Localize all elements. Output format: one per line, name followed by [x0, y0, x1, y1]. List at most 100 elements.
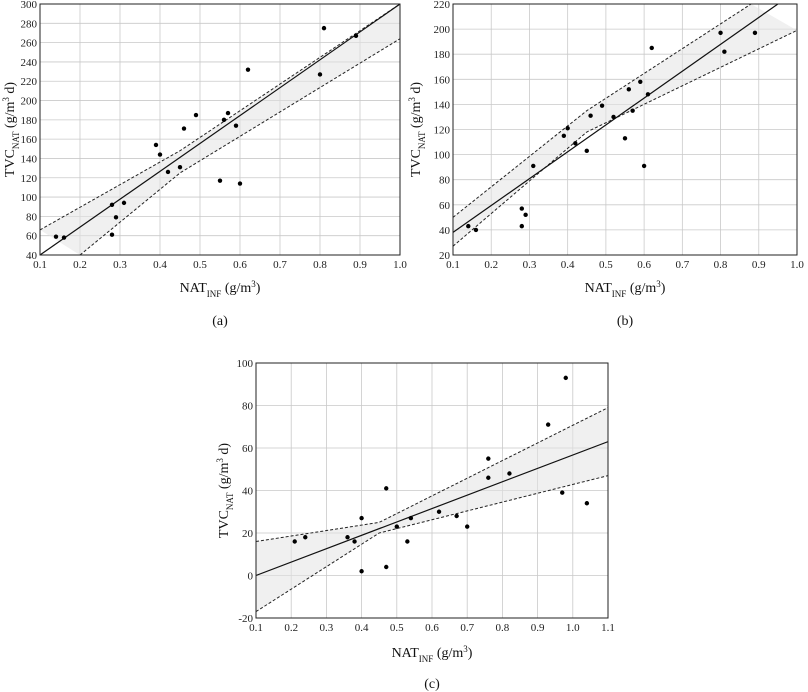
y-axis-label: TVCNAT (g/m3 d)	[1, 82, 21, 177]
data-point	[221, 117, 227, 123]
y-tick-label: 140	[21, 153, 38, 165]
panel-label: (a)	[212, 314, 228, 329]
regression-line	[453, 4, 779, 233]
y-tick-label: 180	[434, 49, 451, 61]
x-tick-label: 0.8	[714, 259, 728, 271]
data-point	[237, 181, 243, 186]
x-tick-label: 0.1	[249, 622, 263, 634]
regression-line	[256, 441, 608, 577]
x-tick-label: 0.2	[284, 622, 298, 634]
x-tick-label: 0.3	[320, 622, 334, 634]
data-point	[722, 49, 727, 54]
confidence-band	[256, 407, 608, 612]
y-tick-label: 20	[242, 528, 254, 540]
data-point	[181, 126, 187, 131]
y-tick-label: 100	[434, 150, 451, 162]
data-point	[109, 232, 115, 237]
upper-confidence-line	[453, 4, 752, 218]
chart-panel-3: 0.1 0.2 0.3 0.4 0.5 0.6 0.7 0.8 0.9 1.0 1.1 -20 0 20 4…	[215, 358, 615, 692]
data-point	[465, 524, 470, 529]
panel-label: (c)	[424, 677, 440, 692]
y-tick-label: 80	[439, 175, 451, 187]
y-tick-label: 200	[434, 24, 451, 36]
y-tick-label: 40	[26, 250, 38, 262]
data-point	[352, 539, 357, 544]
data-point	[645, 92, 651, 97]
data-point	[531, 163, 536, 169]
x-tick-label: 0.2	[73, 259, 87, 271]
x-tick-label: 0.4	[153, 259, 167, 271]
data-point	[561, 133, 567, 138]
data-point	[638, 79, 643, 85]
data-point	[109, 202, 115, 207]
data-point	[321, 25, 327, 31]
lower-confidence-line	[256, 475, 608, 613]
x-tick-label: 0.6	[233, 259, 247, 271]
y-tick-label: 60	[242, 443, 254, 455]
x-tick-label: 0.9	[353, 259, 367, 271]
lower-confidence-line	[79, 38, 400, 255]
data-point	[454, 513, 459, 519]
x-tick-label: 1.1	[601, 622, 615, 634]
data-point	[317, 72, 323, 77]
data-point	[565, 126, 570, 131]
data-point	[53, 234, 59, 239]
x-tick-label: 0.7	[273, 259, 287, 271]
data-point	[303, 535, 308, 540]
data-point	[384, 486, 389, 491]
x-axis-label: NATINF (g/m3)	[180, 279, 261, 299]
data-point	[649, 45, 654, 51]
plot-frame	[255, 362, 609, 619]
data-point	[177, 164, 183, 170]
y-tick-label: 100	[237, 358, 254, 370]
y-tick-label: -20	[238, 613, 253, 625]
x-tick-label: 0.6	[637, 259, 651, 271]
data-point	[436, 509, 442, 514]
y-tick-label: 280	[21, 18, 38, 30]
y-tick-label: 240	[21, 57, 38, 69]
chart-panel-1: 0.1 0.2 0.3 0.4 0.5 0.6 0.7 0.8 0.9 1.0 40 60 80 100 1…	[1, 0, 407, 329]
data-point	[630, 108, 635, 113]
data-point	[384, 564, 389, 570]
y-tick-label: 220	[21, 76, 38, 88]
data-point	[245, 67, 251, 72]
data-point	[113, 215, 119, 220]
x-tick-label: 0.8	[313, 259, 327, 271]
data-point	[752, 30, 758, 36]
data-point	[519, 223, 524, 229]
data-point	[466, 223, 471, 229]
data-point	[217, 178, 223, 183]
data-point	[193, 112, 199, 118]
y-tick-label: 260	[21, 38, 38, 50]
data-point	[121, 200, 127, 206]
plot-area	[256, 375, 608, 613]
lower-confidence-line	[453, 29, 797, 247]
data-point	[519, 206, 524, 211]
x-tick-label: 0.7	[675, 259, 689, 271]
data-point	[563, 375, 568, 381]
data-point	[165, 169, 171, 175]
data-point	[486, 456, 491, 461]
data-point	[718, 30, 723, 36]
data-point	[345, 535, 350, 540]
y-tick-label: 220	[434, 0, 451, 11]
x-tick-label: 0.9	[531, 622, 545, 634]
data-point	[61, 235, 67, 240]
x-tick-label: 0.8	[496, 622, 510, 634]
x-tick-label: 0.2	[484, 259, 498, 271]
y-tick-label: 80	[26, 211, 38, 223]
data-point	[611, 114, 616, 120]
y-tick-label: 40	[439, 225, 451, 237]
data-point	[473, 227, 479, 233]
data-point	[584, 501, 590, 506]
data-point	[233, 123, 239, 128]
y-axis-label: TVCNAT (g/m3 d)	[407, 82, 427, 177]
data-point	[560, 490, 565, 495]
y-tick-label: 60	[439, 200, 451, 212]
upper-confidence-line	[40, 4, 400, 231]
x-tick-label: 0.4	[355, 622, 369, 634]
regression-line	[40, 4, 400, 255]
panel-label: (b)	[617, 314, 634, 329]
y-tick-label: 180	[21, 115, 38, 127]
